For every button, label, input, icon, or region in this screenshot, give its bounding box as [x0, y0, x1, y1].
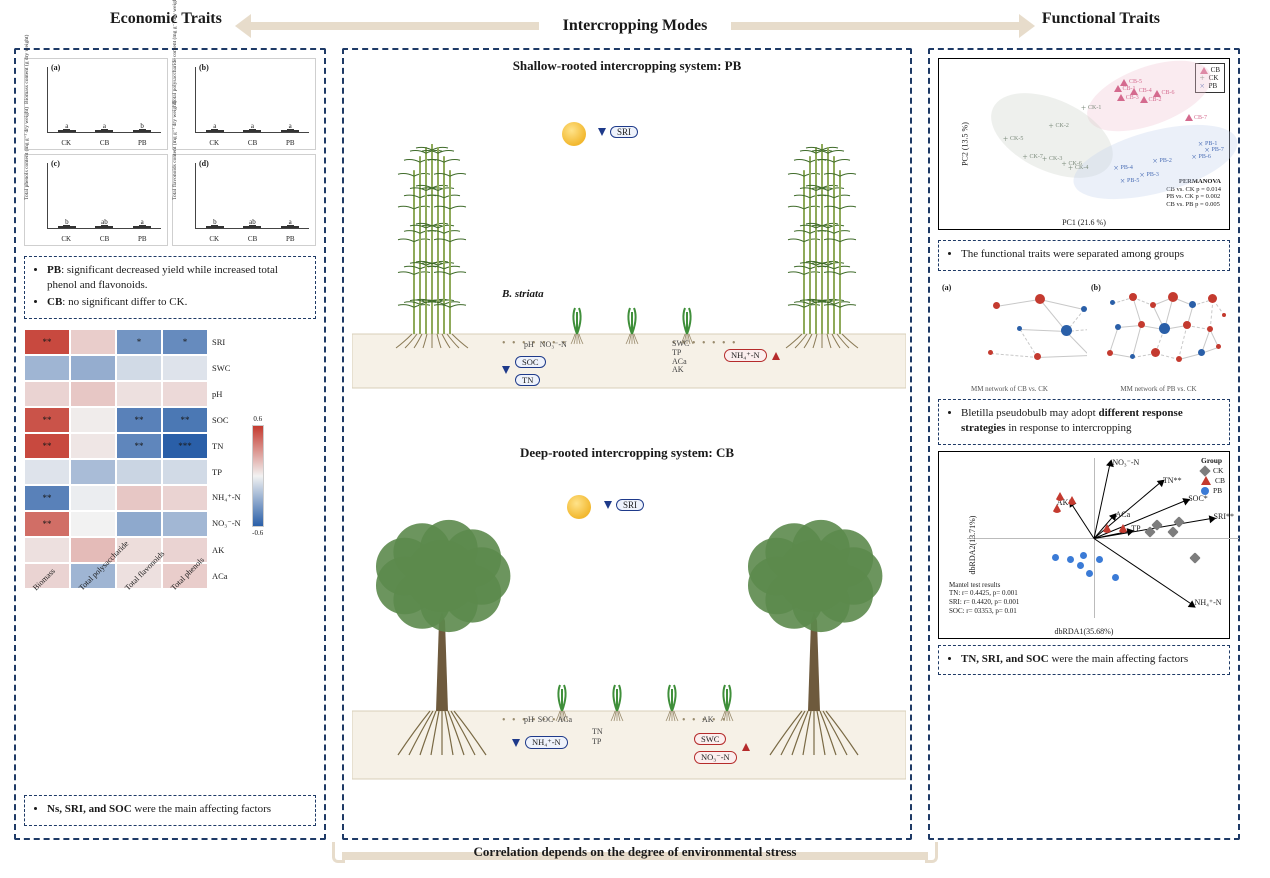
heatmap: ********************* BiomassTotal polys… [24, 329, 316, 623]
caption-economic-1: PB: significant decreased yield while in… [24, 256, 316, 319]
network-pair: (a)MM network of CB vs. CK(b)MM network … [938, 281, 1230, 391]
bar-charts: (a) Biomass content (g dry weight) a a b… [24, 58, 316, 246]
header-right: Functional Traits [1042, 10, 1160, 28]
scene-pb: Shallow-rooted intercropping system: PB … [352, 58, 902, 437]
columns: (a) Biomass content (g dry weight) a a b… [14, 48, 1256, 840]
caption-functional-3: TN, SRI, and SOC were the main affecting… [938, 645, 1230, 676]
pca-ylab: PC2 (13.5 %) [960, 122, 969, 166]
footer-text: Correlation depends on the degree of env… [14, 844, 1256, 860]
caption-economic-2: Ns, SRI, and SOC were the main affecting… [24, 795, 316, 826]
network-(b): (b)MM network of PB vs. CK [1087, 281, 1230, 391]
arrow-left [239, 15, 549, 37]
rda-xlab: dbRDA1(35.68%) [1055, 627, 1114, 636]
pca-plot: CB+CK×PB PERMANOVACB vs. CK p = 0.014PB … [938, 58, 1230, 230]
footer: Correlation depends on the degree of env… [14, 842, 1256, 870]
header: Economic Traits Intercropping Modes Func… [14, 10, 1256, 42]
arrow-right [721, 15, 1031, 37]
pca-xlab: PC1 (21.6 %) [1062, 218, 1106, 227]
bar-chart-(b): (b) Total polysaccharide content (mg g⁻¹… [172, 58, 316, 150]
rda-legend: GroupCKCBPB [1201, 456, 1225, 497]
rda-plot: NO₃⁻-NTN**SOC*SRI**AKACaTPNH₄⁺-N dbRDA2(… [938, 451, 1230, 639]
rda-note: Mantel test resultsTN: r= 0.4425, p= 0.0… [949, 581, 1019, 616]
network-(a): (a)MM network of CB vs. CK [938, 281, 1081, 391]
header-center: Intercropping Modes [563, 17, 708, 35]
bar-chart-(c): (c) Total phenols content (mg g⁻¹ dry we… [24, 154, 168, 246]
scene-cb: Deep-rooted intercropping system: CB SRI… [352, 445, 902, 824]
panel-functional: CB+CK×PB PERMANOVACB vs. CK p = 0.014PB … [928, 48, 1240, 840]
panel-intercropping: Shallow-rooted intercropping system: PB … [342, 48, 912, 840]
header-left: Economic Traits [110, 10, 222, 28]
caption-functional-1: The functional traits were separated amo… [938, 240, 1230, 271]
caption-functional-2: Bletilla pseudobulb may adopt different … [938, 399, 1230, 445]
bar-chart-(d): (d) Total flavonoids content (mg g⁻¹ dry… [172, 154, 316, 246]
rda-ylab: dbRDA2(13.71%) [968, 515, 977, 574]
bar-chart-(a): (a) Biomass content (g dry weight) a a b… [24, 58, 168, 150]
title-pb: Shallow-rooted intercropping system: PB [352, 58, 902, 74]
heatmap-legend: 0.6-0.6 [251, 329, 265, 623]
title-cb: Deep-rooted intercropping system: CB [352, 445, 902, 461]
panel-economic: (a) Biomass content (g dry weight) a a b… [14, 48, 326, 840]
page: Economic Traits Intercropping Modes Func… [0, 0, 1270, 878]
